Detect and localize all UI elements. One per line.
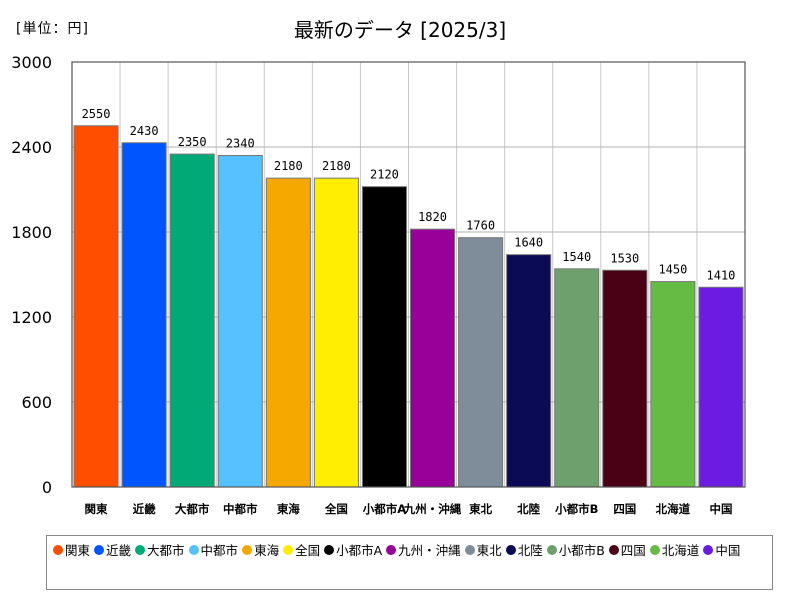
legend-swatch [386,544,397,555]
legend-label: 東北 [476,543,502,558]
legend-swatch [283,544,294,555]
data-label: 1410 [707,268,736,282]
legend-swatch [94,544,105,555]
legend-item: 北陸 [505,540,543,559]
legend-item: 東北 [464,540,502,559]
legend-label: 小都市B [558,543,605,558]
legend-swatch [608,544,619,555]
x-tick-label: 東北 [469,502,492,516]
x-tick-label: 九州・沖縄 [403,502,462,516]
legend-item: 九州・沖縄 [386,540,461,559]
legend-item: 全国 [283,540,320,559]
legend-swatch [242,544,253,555]
data-label: 2340 [226,137,255,151]
legend-swatch [324,544,335,555]
legend-label: 全国 [295,543,321,558]
bar [458,237,504,488]
legend-label: 北海道 [661,543,700,558]
legend-item: 東海 [242,540,279,559]
legend-item: 四国 [608,540,646,559]
x-tick-label: 北海道 [656,502,691,516]
bar [265,177,311,488]
legend-label: 中国 [715,543,741,558]
legend-label: 九州・沖縄 [398,543,461,558]
y-tick-label: 1200 [11,308,52,327]
legend-swatch [135,544,146,555]
x-tick-label: 小都市A [362,502,406,516]
legend-item: 関東 [53,540,90,559]
data-label: 1640 [514,236,543,250]
x-tick-label: 北陸 [517,502,540,516]
y-tick-label: 0 [42,478,52,497]
data-label: 1760 [466,219,495,233]
legend-label: 中都市 [200,543,239,558]
legend-label: 北陸 [517,543,543,558]
bar [313,177,359,488]
legend-item: 大都市 [135,540,185,559]
legend-swatch [53,544,63,555]
x-tick-label: 小都市B [554,502,598,516]
data-label: 1540 [562,250,591,264]
unit-label: [単位：円] [16,21,89,37]
data-label: 1820 [418,210,447,224]
legend: 関東 近畿 大都市 中都市 東海 全国 小都市A 九州・沖縄 東北 北陸 小都市B 四国 北海道 中国 [46,535,773,590]
x-tick-label: 関東 [85,502,108,516]
y-tick-label: 3000 [11,53,52,72]
bar [217,155,263,488]
bar [602,269,648,488]
data-label: 1530 [610,251,639,265]
bar [73,125,119,488]
legend-swatch [649,544,660,555]
bar [698,286,744,488]
legend-swatch [546,544,557,555]
bar [121,142,167,488]
legend-item: 中国 [703,540,740,559]
legend-swatch [703,544,714,555]
legend-swatch [505,544,516,555]
legend-label: 東海 [254,543,280,558]
x-tick-label: 近畿 [133,502,156,516]
bar-chart: 0 600 1200 1800 2400 3000 2550 関東 2430 近畿 2350 大都市 2… [11,53,746,516]
x-tick-label: 中都市 [223,502,258,516]
bar [410,228,456,488]
legend-item: 北海道 [649,540,700,559]
data-label: 2350 [178,135,207,149]
plot-frame [71,61,746,488]
x-tick-label: 全国 [324,502,348,516]
x-tick-label: 四国 [613,502,636,516]
bar [650,281,696,488]
bar [506,254,552,488]
bar [169,153,215,488]
x-tick-label: 東海 [277,502,300,516]
legend-label: 四国 [620,543,646,558]
data-label: 2180 [322,159,351,173]
legend-label: 近畿 [106,543,132,558]
data-label: 2180 [274,159,303,173]
data-label: 2550 [82,107,111,121]
legend-item: 小都市A [324,540,382,559]
legend-label: 小都市A [336,543,383,558]
y-tick-label: 600 [21,393,52,412]
bar [361,186,407,488]
y-tick-label: 2400 [11,138,52,157]
legend-swatch [464,544,475,555]
chart-title: 最新のデータ [2025/3] [293,18,507,42]
y-tick-label: 1800 [11,223,52,242]
data-label: 1450 [658,263,687,277]
legend-label: 関東 [65,543,91,558]
data-label: 2120 [370,168,399,182]
legend-item: 近畿 [94,540,131,559]
legend-swatch [188,544,199,555]
legend-item: 中都市 [188,540,239,559]
x-tick-label: 大都市 [175,502,210,516]
bar [554,268,600,488]
legend-item: 小都市B [546,540,605,559]
legend-label: 大都市 [147,543,185,558]
data-label: 2430 [130,124,159,138]
x-tick-label: 中国 [709,502,732,516]
